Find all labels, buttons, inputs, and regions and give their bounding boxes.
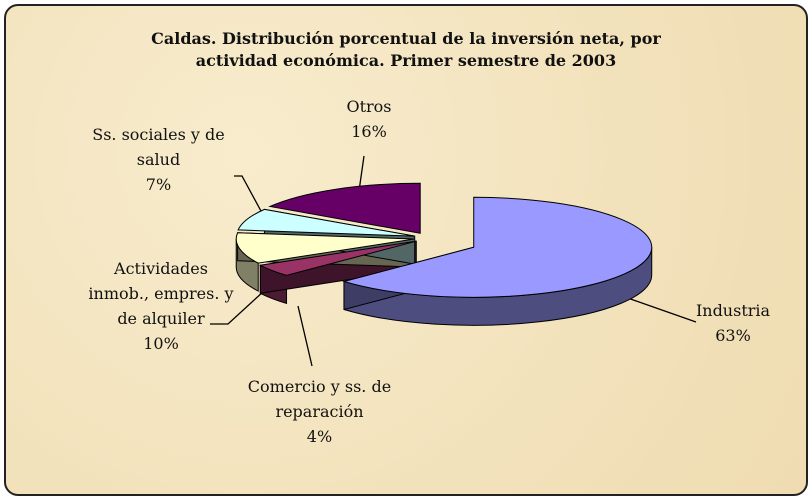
category-label: Comercio y ss. de reparación	[247, 377, 392, 421]
value-label: 16%	[351, 122, 387, 141]
chart-frame: Caldas. Distribución porcentual de la in…	[4, 4, 808, 496]
data-label: Actividades inmob., empres. y de alquile…	[86, 256, 236, 356]
leader-line	[234, 175, 269, 225]
data-label: Industria 63%	[683, 298, 783, 348]
value-label: 7%	[145, 175, 172, 194]
value-label: 63%	[715, 326, 751, 345]
category-label: Otros	[346, 97, 392, 116]
pie-chart	[210, 155, 697, 367]
leader-line	[297, 305, 313, 367]
leader-line	[210, 290, 265, 325]
slice	[268, 182, 421, 234]
slice	[237, 208, 415, 237]
category-label: Industria	[695, 301, 771, 320]
chart-title: Caldas. Distribución porcentual de la in…	[151, 29, 661, 70]
slice-tops	[235, 182, 653, 298]
leader-line	[621, 295, 697, 323]
data-label: Otros 16%	[324, 94, 414, 144]
slice	[342, 196, 653, 298]
category-label: Ss. sociales y de salud	[92, 125, 225, 169]
value-label: 10%	[143, 334, 179, 353]
slice	[235, 232, 415, 264]
slice	[258, 240, 417, 276]
data-label: Comercio y ss. de reparación 4%	[232, 374, 407, 449]
category-label: Actividades inmob., empres. y de alquile…	[88, 259, 234, 328]
value-label: 4%	[306, 427, 333, 446]
data-label: Ss. sociales y de salud 7%	[76, 122, 241, 197]
